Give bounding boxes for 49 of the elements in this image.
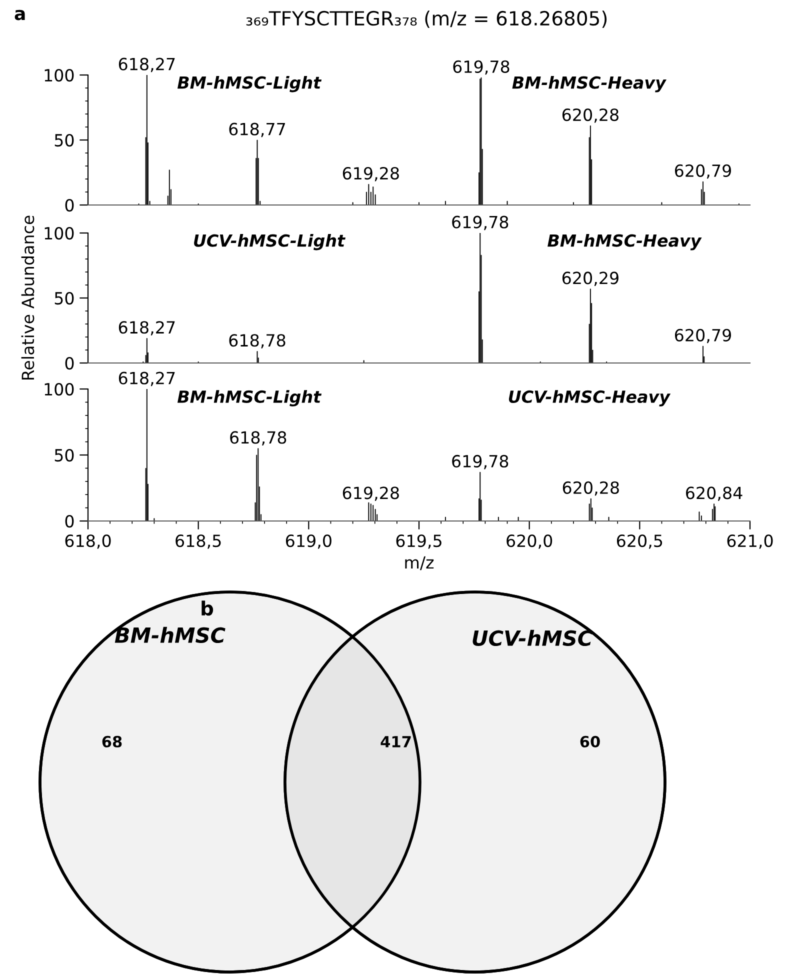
y-tick-label: 50 <box>54 292 74 305</box>
annotation: BM-hMSC-Light <box>177 76 322 92</box>
x-axis-title: m/z <box>405 556 434 570</box>
annotation: 618,77 <box>229 122 285 138</box>
annotation: 620,84 <box>686 486 742 501</box>
annotation: 619,78 <box>452 216 508 230</box>
y-tick-label: 0 <box>65 514 74 528</box>
x-tick-label: 619,0 <box>286 534 332 549</box>
annotation: 619,78 <box>452 454 508 470</box>
x-tick-label: 618,5 <box>176 534 221 549</box>
y-tick-label: 100 <box>44 226 74 240</box>
annotation: 620,79 <box>675 164 731 179</box>
text: a <box>14 10 25 20</box>
y-tick-label: 50 <box>54 448 74 462</box>
data-label: 417 <box>380 736 411 748</box>
y-tick-label: 100 <box>44 68 74 82</box>
x-tick-label: 619,5 <box>396 534 442 549</box>
y-axis-title: Relative Abundance <box>21 216 34 380</box>
annotation: 618,78 <box>230 431 286 446</box>
x-tick-label: 620,0 <box>506 534 552 549</box>
annotation: UCV-hMSC-Heavy <box>508 390 671 406</box>
data-label: 68 <box>102 736 122 748</box>
y-tick-label: 0 <box>65 356 74 370</box>
annotation: 618,27 <box>118 372 175 386</box>
data-label: 60 <box>580 736 600 748</box>
text: UCV-hMSC <box>472 630 592 646</box>
annotation: 618,78 <box>229 334 286 348</box>
x-tick-label: 620,5 <box>616 534 662 549</box>
y-tick-label: 0 <box>65 198 74 212</box>
annotation: BM-hMSC-Light <box>177 390 322 406</box>
y-tick-label: 100 <box>44 382 74 396</box>
annotation: 619,28 <box>342 486 399 501</box>
annotation: 619,28 <box>342 166 399 182</box>
chart-title: ₃₆₉TFYSCTTEGR₃₇₈ (m/z = 618.26805) <box>246 10 607 28</box>
annotation: 619,78 <box>453 60 510 75</box>
y-tick-label: 50 <box>54 134 74 147</box>
x-tick-label: 618,0 <box>65 534 111 549</box>
text: b <box>202 600 214 616</box>
x-tick-label: 621,0 <box>727 534 773 549</box>
annotation: 618,27 <box>118 321 175 336</box>
text: BM-hMSC <box>114 626 226 644</box>
annotation: 620,79 <box>675 328 731 344</box>
annotation: BM-hMSC-Heavy <box>512 76 667 92</box>
annotation: 620,28 <box>562 108 618 123</box>
annotation: 620,28 <box>562 481 619 496</box>
annotation: 618,27 <box>118 58 175 72</box>
annotation: BM-hMSC-Heavy <box>548 234 702 250</box>
annotation: UCV-hMSC-Light <box>194 234 346 250</box>
annotation: 620,29 <box>562 272 618 286</box>
